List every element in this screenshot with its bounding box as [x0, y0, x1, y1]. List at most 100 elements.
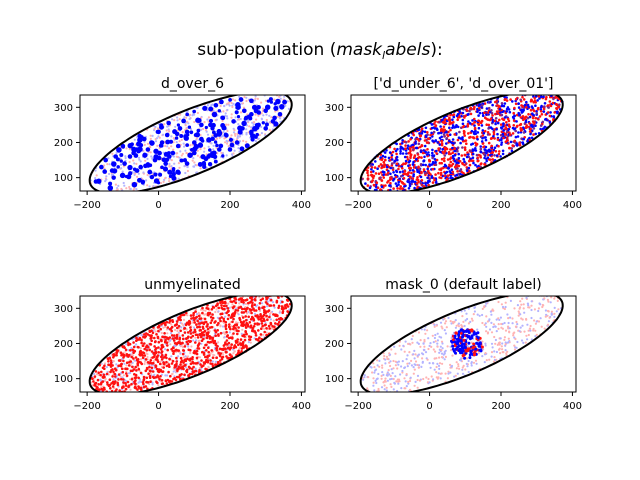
background-point: [164, 177, 167, 180]
data-point: [374, 188, 378, 191]
data-point: [375, 181, 379, 184]
data-point: [427, 183, 430, 187]
data-point: [534, 132, 537, 136]
data-point: [232, 324, 236, 328]
background-point: [226, 129, 229, 133]
background-point: [397, 382, 400, 385]
data-point: [417, 139, 421, 142]
data-point: [208, 148, 212, 152]
data-point: [415, 157, 418, 161]
background-point: [469, 320, 472, 323]
background-point: [237, 123, 240, 126]
data-point: [241, 321, 245, 324]
data-point: [493, 154, 496, 157]
background-point: [400, 387, 403, 390]
data-point: [485, 113, 488, 116]
background-point: [185, 127, 188, 130]
background-point: [170, 323, 173, 326]
background-point: [534, 329, 537, 332]
data-point: [472, 161, 475, 165]
data-point: [179, 363, 182, 366]
data-point: [218, 354, 222, 358]
background-point: [254, 140, 257, 143]
data-point: [393, 159, 396, 163]
data-point: [141, 381, 145, 384]
data-point: [175, 333, 179, 337]
data-point: [537, 106, 540, 110]
data-point: [379, 156, 383, 159]
background-point: [545, 313, 548, 316]
data-point: [232, 327, 235, 331]
data-point: [141, 356, 145, 360]
data-point: [442, 125, 446, 129]
background-point: [428, 362, 431, 365]
background-point: [231, 98, 234, 101]
data-point: [213, 140, 218, 144]
background-point: [182, 318, 186, 321]
background-point: [114, 392, 116, 394]
background-point: [185, 328, 188, 331]
data-point: [225, 339, 229, 342]
data-point: [164, 132, 170, 138]
background-point: [426, 381, 429, 384]
data-point: [463, 160, 466, 163]
background-point: [188, 117, 192, 120]
background-point: [94, 177, 97, 180]
background-point: [438, 367, 441, 370]
data-point: [125, 372, 128, 375]
data-point: [211, 305, 215, 309]
background-point: [396, 378, 399, 381]
data-point: [238, 97, 244, 102]
background-point: [136, 175, 139, 178]
background-point: [133, 162, 136, 165]
background-point: [125, 370, 128, 373]
data-point: [476, 110, 479, 114]
data-point: [194, 341, 197, 344]
data-point: [142, 136, 147, 142]
background-point: [380, 377, 383, 380]
data-point: [237, 129, 243, 135]
data-point: [496, 132, 499, 136]
background-point: [241, 102, 245, 105]
data-point: [124, 382, 127, 385]
background-point: [546, 298, 550, 301]
background-point: [200, 319, 203, 322]
data-point: [483, 162, 486, 166]
x-tick-label: 200: [220, 401, 239, 412]
background-point: [461, 366, 464, 369]
data-point: [505, 127, 509, 131]
data-point: [202, 346, 206, 350]
data-point: [277, 112, 283, 117]
subplot-title: unmyelinated: [144, 277, 241, 293]
data-point: [128, 361, 131, 364]
background-point: [541, 305, 544, 309]
data-point: [412, 148, 415, 151]
data-point: [125, 374, 129, 378]
background-point: [139, 160, 142, 163]
data-point: [170, 334, 174, 337]
background-point: [426, 358, 429, 361]
data-point: [487, 123, 491, 127]
data-point: [168, 327, 172, 331]
data-point: [156, 335, 160, 339]
data-point: [511, 144, 514, 147]
background-point: [236, 132, 239, 136]
background-point: [466, 317, 469, 321]
data-point: [518, 123, 522, 127]
data-point: [195, 352, 199, 356]
data-point: [446, 158, 450, 161]
background-point: [224, 141, 227, 144]
data-point: [374, 172, 378, 175]
data-point: [198, 342, 201, 345]
background-point: [429, 366, 432, 369]
background-point: [523, 311, 526, 314]
data-point: [379, 176, 382, 179]
data-point: [440, 131, 443, 135]
data-point: [483, 156, 486, 160]
data-point: [431, 156, 434, 160]
data-point: [465, 142, 468, 145]
data-point: [530, 136, 534, 140]
background-point: [389, 360, 392, 363]
background-point: [372, 377, 375, 380]
background-point: [534, 322, 538, 325]
